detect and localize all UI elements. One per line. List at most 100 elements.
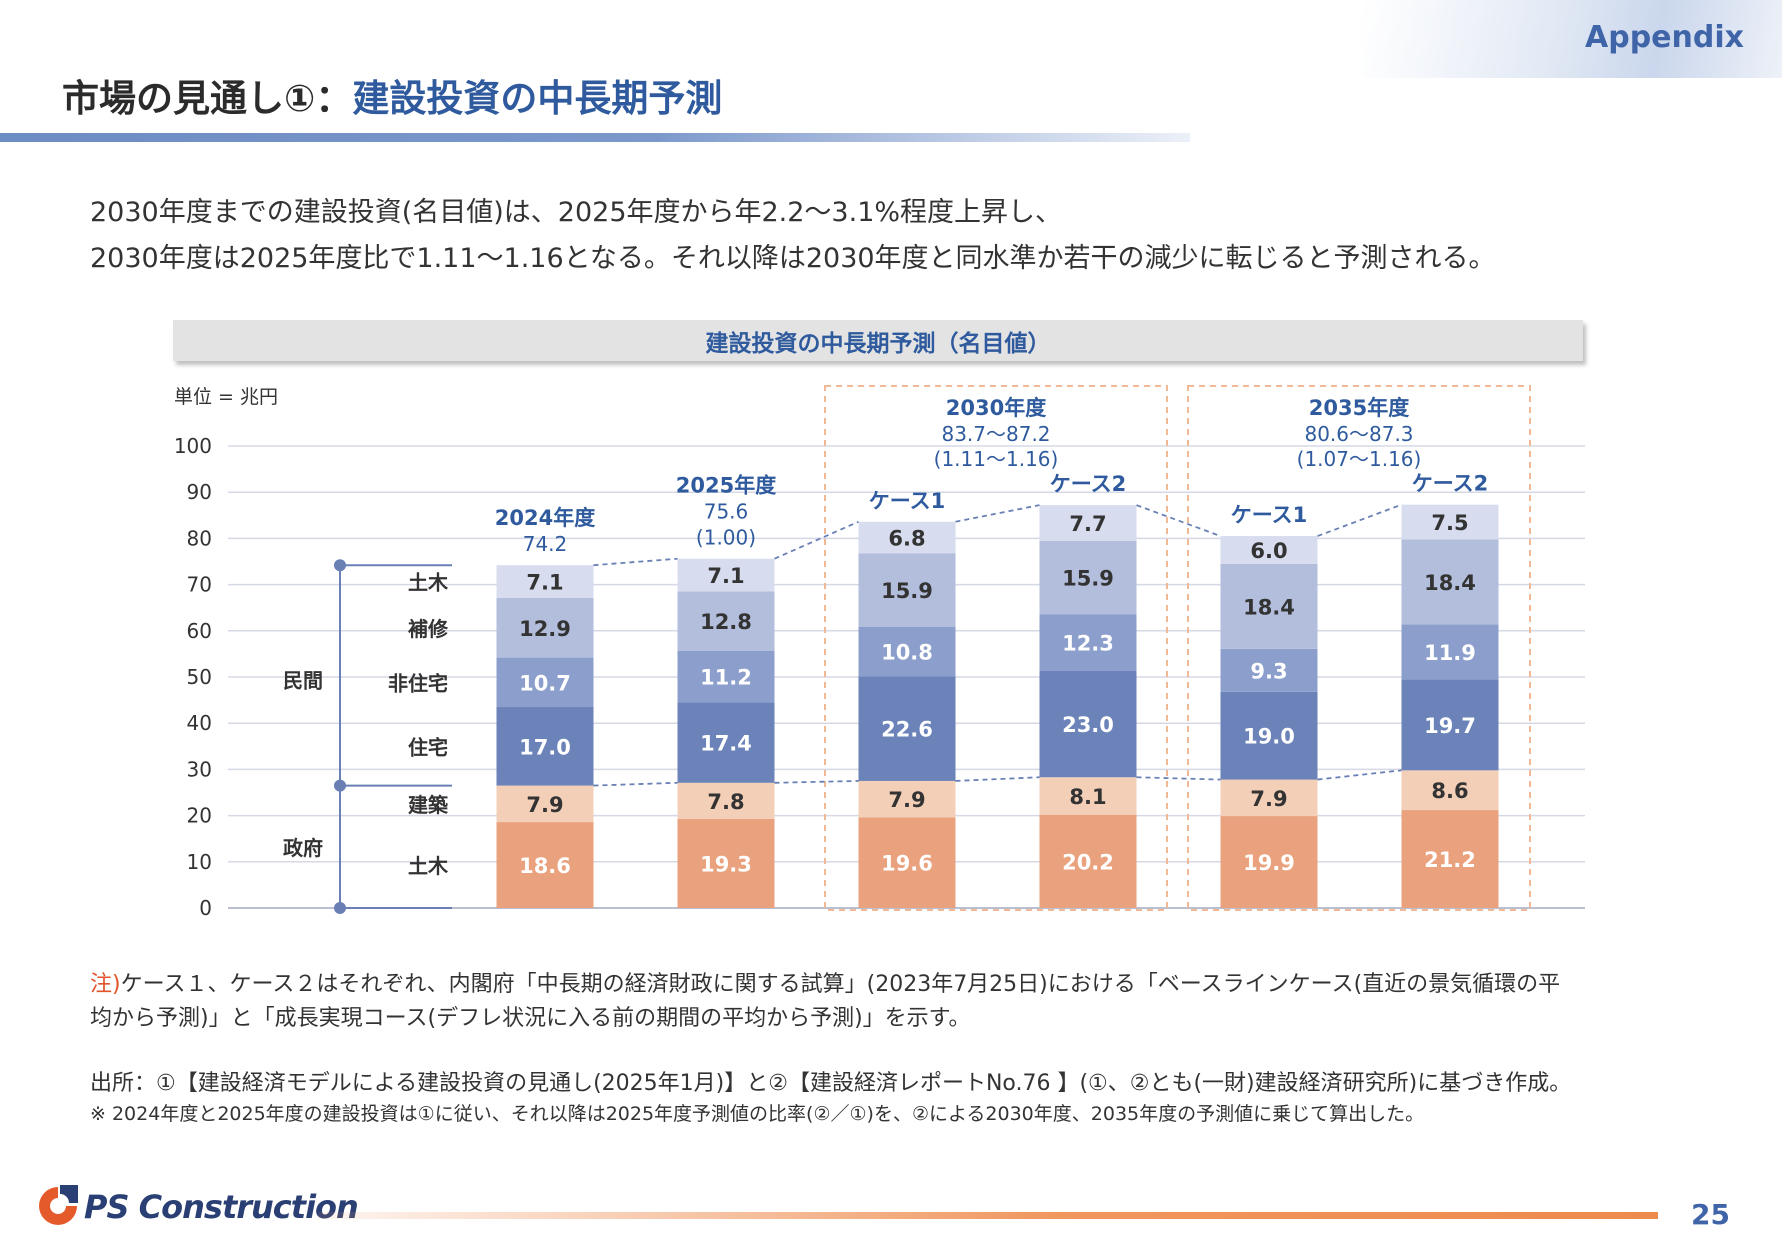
bar-segment bbox=[677, 591, 775, 651]
bar-segment bbox=[1039, 505, 1137, 541]
data-label: 6.8 bbox=[888, 526, 925, 550]
bar-segment bbox=[677, 650, 775, 703]
bar-segment bbox=[1220, 536, 1318, 564]
note-line-1: 注)ケース１、ケース２はそれぞれ、内閣府「中長期の経済財政に関する試算」(202… bbox=[90, 966, 1560, 998]
y-tick-label: 80 bbox=[187, 526, 212, 550]
note-text-1: ケース１、ケース２はそれぞれ、内閣府「中長期の経済財政に関する試算」(2023年… bbox=[120, 972, 1561, 997]
lead-line-2: 2030年度は2025年度比で1.11～1.16となる。それ以降は2030年度と… bbox=[90, 243, 1496, 274]
government-connector bbox=[774, 780, 859, 784]
bar-segment bbox=[677, 558, 775, 592]
title-underline bbox=[0, 133, 1190, 142]
data-label: 21.2 bbox=[1424, 848, 1476, 872]
group-ratio: (1.07～1.16) bbox=[1297, 447, 1422, 471]
y-tick-label: 20 bbox=[187, 804, 212, 828]
y-tick-label: 60 bbox=[187, 619, 212, 643]
bar-segment bbox=[496, 707, 594, 786]
data-label: 7.1 bbox=[526, 571, 563, 595]
appendix-label: Appendix bbox=[1585, 20, 1744, 55]
data-label: 8.6 bbox=[1431, 779, 1468, 803]
data-label: 12.8 bbox=[700, 610, 752, 634]
series-label: 建築 bbox=[408, 793, 449, 817]
y-tick-label: 100 bbox=[174, 434, 212, 458]
data-label: 8.1 bbox=[1069, 785, 1106, 809]
logo-mark-icon bbox=[39, 1185, 78, 1225]
bar-segment bbox=[1039, 540, 1137, 615]
data-label: 17.0 bbox=[519, 735, 571, 759]
total-connector bbox=[1136, 504, 1221, 537]
bar-segment bbox=[1401, 624, 1499, 680]
lead-line-1: 2030年度までの建設投資(名目値)は、2025年度から年2.2～3.1%程度上… bbox=[90, 197, 1063, 228]
data-label: 18.4 bbox=[1243, 595, 1295, 619]
bar-segment bbox=[1401, 504, 1499, 540]
y-tick-label: 40 bbox=[187, 711, 212, 735]
unit-label: 単位 = 兆円 bbox=[174, 386, 278, 408]
forecast-group-box bbox=[1187, 385, 1531, 911]
bar-segment bbox=[1039, 814, 1137, 908]
bar-header-value: 74.2 bbox=[523, 532, 568, 556]
bar-segment bbox=[858, 521, 956, 554]
government-connector bbox=[593, 781, 678, 787]
data-label: 7.9 bbox=[1250, 787, 1287, 811]
group-range: 83.7～87.2 bbox=[941, 422, 1050, 446]
bar-segment bbox=[858, 676, 956, 781]
bar-segment bbox=[1220, 648, 1318, 692]
data-label: 7.1 bbox=[707, 564, 744, 588]
bar-header-title: ケース1 bbox=[869, 489, 946, 513]
data-label: 18.4 bbox=[1424, 571, 1476, 595]
bar-segment bbox=[1039, 670, 1137, 778]
bar-segment bbox=[1220, 779, 1318, 817]
data-label: 15.9 bbox=[1062, 566, 1114, 590]
y-tick-label: 90 bbox=[187, 480, 212, 504]
title-prefix: 市場の見通し①： bbox=[62, 77, 353, 120]
bar-segment bbox=[677, 782, 775, 819]
group-title: 2030年度 bbox=[946, 396, 1046, 420]
bar-segment bbox=[496, 822, 594, 908]
government-connector bbox=[1136, 776, 1221, 781]
bar-header-title: ケース1 bbox=[1231, 503, 1308, 527]
data-label: 10.7 bbox=[519, 671, 571, 695]
forecast-group-box bbox=[824, 385, 1168, 911]
page-number: 25 bbox=[1691, 1198, 1730, 1231]
data-label: 19.3 bbox=[700, 852, 752, 876]
y-tick-label: 30 bbox=[187, 757, 212, 781]
data-label: 19.7 bbox=[1424, 714, 1476, 738]
data-label: 7.9 bbox=[888, 788, 925, 812]
bar-segment bbox=[1039, 777, 1137, 815]
data-label: 12.3 bbox=[1062, 632, 1114, 656]
group-range: 80.6～87.3 bbox=[1304, 422, 1413, 446]
bar-segment bbox=[1220, 563, 1318, 649]
y-tick-label: 50 bbox=[187, 665, 212, 689]
category-group-label: 民間 bbox=[283, 668, 323, 692]
bar-header-value: 75.6 bbox=[704, 500, 749, 524]
y-tick-label: 70 bbox=[187, 573, 212, 597]
note-line-2: 均から予測)」と「成長実現コース(デフレ状況に入る前の期間の平均から予測)」を示… bbox=[90, 1006, 971, 1031]
bar-segment bbox=[677, 818, 775, 908]
data-label: 7.8 bbox=[707, 790, 744, 814]
bar-header-title: ケース2 bbox=[1412, 472, 1489, 496]
company-logo: PS Construction bbox=[36, 1184, 359, 1230]
bar-segment bbox=[858, 780, 956, 818]
bar-segment bbox=[1220, 816, 1318, 908]
footer-bar bbox=[318, 1212, 1658, 1219]
series-label: 住宅 bbox=[408, 735, 448, 759]
bar-header-title: ケース2 bbox=[1050, 472, 1127, 496]
data-label: 9.3 bbox=[1250, 659, 1287, 683]
bar-segment bbox=[677, 702, 775, 783]
footnote-line: ※ 2024年度と2025年度の建設投資は①に従い、それ以降は2025年度予測値… bbox=[90, 1103, 1425, 1125]
header-decoration bbox=[1362, 0, 1782, 78]
government-connector bbox=[955, 776, 1040, 782]
source-line: 出所：①【建設経済モデルによる建設投資の見通し(2025年1月)】と②【建設経済… bbox=[90, 1071, 1572, 1096]
data-label: 11.2 bbox=[700, 666, 752, 690]
logo-text: PS Construction bbox=[84, 1188, 359, 1226]
data-label: 11.9 bbox=[1424, 641, 1476, 665]
total-connector bbox=[1317, 503, 1402, 537]
category-group-label: 政府 bbox=[283, 836, 323, 860]
total-connector bbox=[593, 557, 678, 567]
y-tick-label: 0 bbox=[199, 896, 212, 920]
bracket-dot bbox=[334, 559, 346, 572]
data-label: 19.0 bbox=[1243, 725, 1295, 749]
data-label: 19.9 bbox=[1243, 851, 1295, 875]
data-label: 6.0 bbox=[1250, 539, 1287, 563]
data-label: 10.8 bbox=[881, 641, 933, 665]
